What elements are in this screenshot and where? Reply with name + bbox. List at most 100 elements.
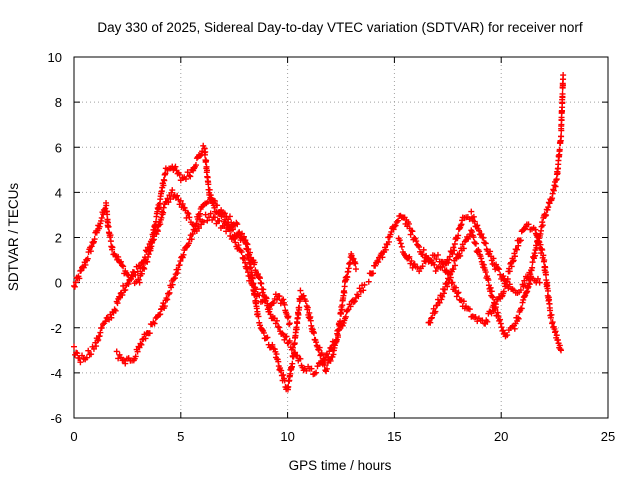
data-point (122, 360, 129, 367)
data-point (186, 214, 193, 221)
data-point (541, 257, 548, 264)
data-point (558, 133, 565, 140)
data-point (552, 183, 559, 190)
data-point (517, 237, 524, 244)
data-point (260, 286, 267, 293)
data-point (478, 231, 485, 238)
data-point (232, 239, 239, 246)
data-point (547, 307, 554, 314)
data-point (454, 290, 461, 297)
data-point (529, 259, 536, 266)
data-point (391, 223, 398, 230)
data-point (115, 253, 122, 260)
data-point (355, 293, 362, 300)
data-point (398, 243, 405, 250)
data-point (396, 237, 403, 244)
data-point (308, 365, 315, 372)
data-point (235, 242, 242, 249)
data-point (236, 230, 243, 237)
data-point (137, 340, 144, 347)
data-point (545, 287, 552, 294)
data-point (325, 354, 332, 361)
data-point (132, 353, 139, 360)
data-point (515, 315, 522, 322)
data-point (496, 266, 503, 273)
data-point (351, 298, 358, 305)
data-point (321, 356, 328, 363)
data-point (545, 204, 552, 211)
data-point (71, 283, 78, 290)
data-point (71, 343, 77, 350)
data-point (142, 335, 149, 342)
data-point (98, 217, 105, 224)
data-point (193, 155, 200, 162)
data-point (234, 221, 241, 228)
data-point (278, 367, 285, 374)
data-point (247, 249, 254, 256)
data-point (493, 261, 500, 268)
data-point (428, 314, 435, 321)
data-point (273, 317, 280, 324)
data-point (517, 287, 524, 294)
data-point (307, 317, 314, 324)
data-point (431, 261, 438, 268)
data-point (319, 361, 326, 368)
data-point (420, 246, 427, 253)
data-point (266, 306, 273, 313)
data-point (144, 258, 151, 265)
data-point (264, 334, 271, 341)
data-point (216, 217, 223, 224)
data-point (431, 252, 438, 259)
data-point (294, 352, 301, 359)
data-point (289, 344, 296, 351)
data-point (85, 347, 92, 354)
data-point (136, 279, 143, 286)
data-point (450, 266, 457, 273)
data-point (432, 308, 439, 315)
data-point (546, 200, 553, 207)
data-point (195, 225, 202, 232)
data-point (474, 222, 481, 229)
data-point (214, 202, 221, 209)
data-point (281, 301, 288, 308)
data-point (203, 167, 210, 174)
data-point (347, 303, 354, 310)
data-point (220, 211, 227, 218)
data-point (202, 148, 209, 155)
data-point (158, 214, 165, 221)
y-tick-label: -2 (50, 321, 62, 336)
data-point (344, 274, 351, 281)
data-point (439, 264, 446, 271)
data-point (211, 214, 218, 221)
data-point (93, 343, 100, 350)
data-point (72, 279, 79, 286)
data-point (276, 293, 283, 300)
data-point (544, 206, 551, 213)
data-point (365, 278, 372, 285)
data-point (414, 264, 421, 271)
data-point (297, 355, 304, 362)
data-point (135, 276, 142, 283)
y-tick-label: 10 (48, 50, 62, 65)
data-point (141, 257, 148, 264)
data-point (397, 240, 404, 247)
data-point (102, 318, 109, 325)
x-tick-label: 0 (70, 429, 77, 444)
data-point (211, 198, 218, 205)
data-point (285, 313, 292, 320)
data-point (460, 245, 467, 252)
data-point (407, 231, 414, 238)
data-point (97, 329, 104, 336)
data-point (405, 254, 412, 261)
data-point (105, 223, 112, 230)
data-point (506, 281, 513, 288)
data-point (197, 210, 204, 217)
data-point (77, 359, 84, 366)
data-point (202, 211, 209, 218)
data-point (408, 227, 415, 234)
data-point (428, 257, 435, 264)
data-point (119, 262, 126, 269)
data-point (372, 262, 379, 269)
data-point (335, 327, 342, 334)
